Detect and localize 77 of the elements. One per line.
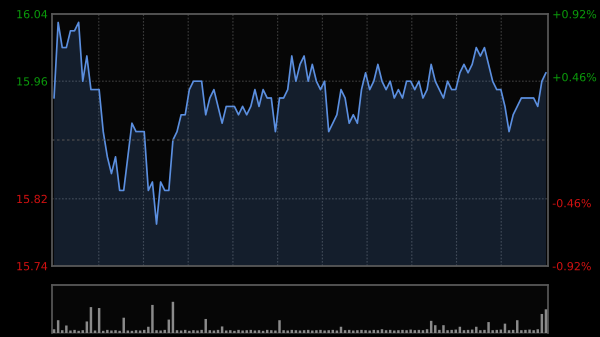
bar [462,330,466,333]
bar [294,330,298,333]
bar [134,330,138,333]
bar [384,330,388,333]
y-tick-label: 16.04 [17,10,48,18]
bar [430,320,432,333]
y2-tick-label: -0.46% [552,198,591,208]
bar [409,330,412,333]
bar [388,330,392,333]
bar [466,330,470,333]
bar [540,314,544,333]
bar [544,309,548,333]
bar [344,330,346,333]
bar [376,330,380,333]
bar [184,330,186,333]
bar [250,330,252,333]
bar [270,330,273,333]
y2-tick-label: +0.92% [553,10,596,18]
bar [155,330,158,333]
bar [192,330,195,333]
bar [176,330,178,333]
bar [245,330,248,333]
bar [446,330,449,333]
bar [122,318,125,333]
bar [266,330,268,333]
bar [487,322,490,333]
bar [508,330,510,333]
bar [302,330,306,333]
bar [528,330,531,333]
y2-tick-label: +0.46% [553,72,596,82]
bar [98,308,100,333]
bar [56,320,60,333]
bar [90,307,92,333]
bar [372,330,376,333]
bar [397,330,400,333]
bar [434,325,436,333]
y2-tick-label: -0.92% [552,262,591,270]
bar [524,330,527,333]
bar [143,330,146,333]
bar [475,326,478,333]
bar [306,330,310,333]
bar [229,330,232,333]
bar [414,330,416,333]
bar [442,325,445,333]
y-tick-label: 15.96 [17,77,48,86]
bar [532,330,535,333]
bar [454,330,457,333]
bar [65,326,68,333]
bar [504,324,506,333]
bar [401,330,404,333]
bar [114,330,117,333]
bar [73,330,76,333]
bar [405,330,408,333]
y-tick-label: 15.74 [17,262,48,270]
bar [364,330,367,333]
bar [290,330,294,333]
bar [450,330,453,333]
bar [479,330,482,333]
bar [204,318,207,333]
bar [516,320,518,333]
bar [356,330,359,333]
bar [151,304,154,333]
bar [496,330,498,333]
bar [315,330,318,333]
bar [483,330,486,333]
bar [458,326,462,333]
bar [172,302,174,333]
bar [470,330,474,333]
bar [327,330,330,333]
bar [220,326,224,333]
bar [282,330,285,333]
bar [418,330,420,333]
y-tick-label: 15.82 [17,194,47,204]
bar [422,330,424,333]
bar [332,330,334,333]
bar [348,330,350,333]
bar [106,330,109,333]
